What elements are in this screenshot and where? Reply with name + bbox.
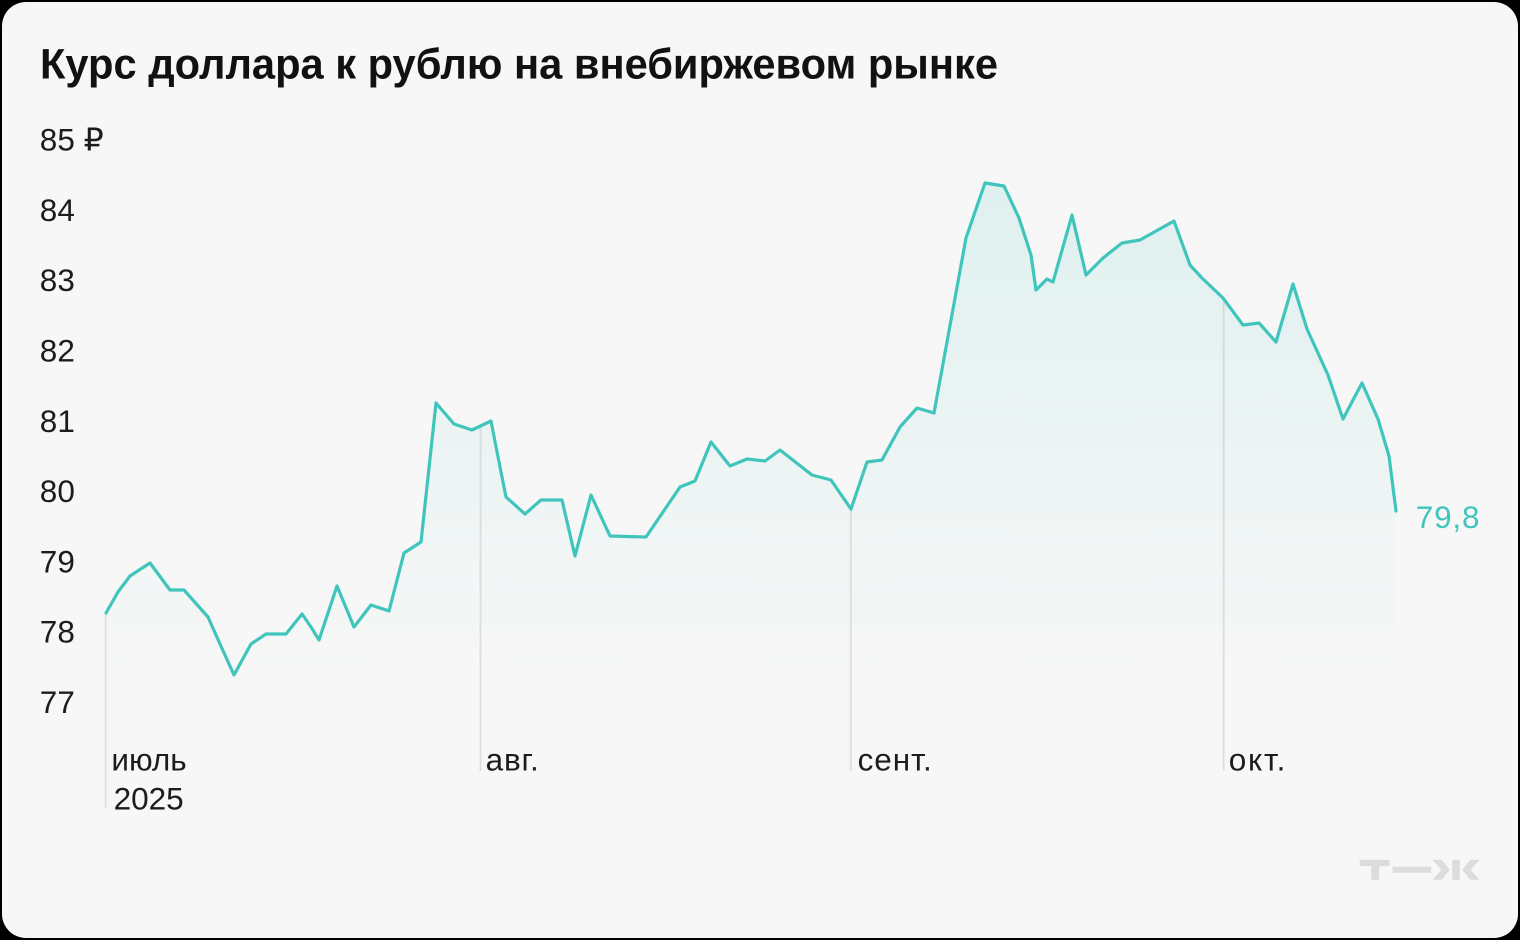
svg-text:79,8: 79,8 <box>1416 499 1481 535</box>
svg-text:авг.: авг. <box>486 742 540 778</box>
svg-text:2025: 2025 <box>114 781 184 817</box>
svg-text:июль: июль <box>111 742 186 778</box>
svg-text:85 ₽: 85 ₽ <box>40 122 104 158</box>
svg-text:Курс доллара к рублю на внебир: Курс доллара к рублю на внебиржевом рынк… <box>40 41 998 89</box>
svg-text:83: 83 <box>40 262 75 298</box>
svg-text:84: 84 <box>40 192 75 228</box>
svg-text:окт.: окт. <box>1229 742 1288 778</box>
svg-text:80: 80 <box>40 473 75 509</box>
svg-text:сент.: сент. <box>858 742 933 778</box>
svg-text:82: 82 <box>40 333 75 369</box>
svg-text:77: 77 <box>40 684 75 720</box>
svg-text:81: 81 <box>40 403 75 439</box>
svg-text:78: 78 <box>40 614 75 650</box>
svg-text:79: 79 <box>40 543 75 579</box>
